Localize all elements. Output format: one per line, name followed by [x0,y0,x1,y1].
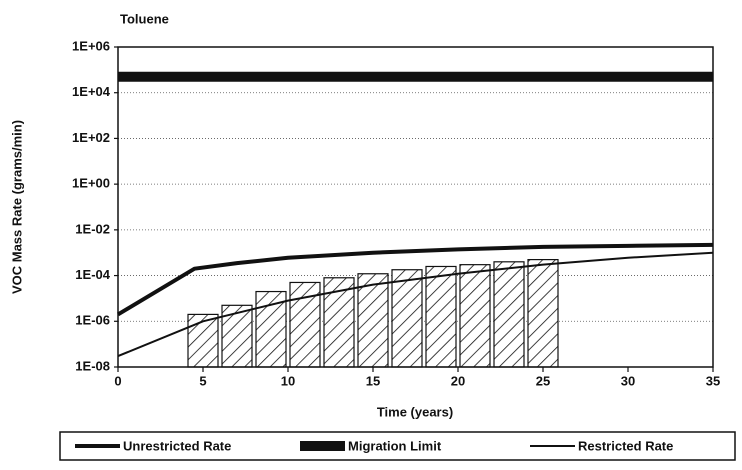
x-tick-label: 35 [706,373,720,388]
bar [357,273,389,368]
x-tick-label: 20 [451,373,465,388]
y-tick-label: 1E-08 [75,358,110,373]
x-tick-label: 5 [199,373,206,388]
bar [425,265,457,368]
chart-title: Toluene [120,11,169,26]
x-tick-label: 10 [281,373,295,388]
y-tick-label: 1E-06 [75,313,110,328]
line-series [117,251,714,358]
line-series [116,242,714,317]
bar [391,269,423,368]
x-tick-label: 15 [366,373,380,388]
y-tick-label: 1E+04 [72,84,111,99]
x-tick-label: 0 [114,373,121,388]
y-tick-label: 1E+06 [72,38,110,53]
legend-box [59,431,736,461]
legend-label: Restricted Rate [578,438,673,453]
x-tick-label: 25 [536,373,550,388]
y-tick-label: 1E+00 [72,176,110,191]
y-tick-label: 1E+02 [72,130,110,145]
bar [459,264,491,368]
bar [527,258,559,368]
y-tick-label: 1E-02 [75,221,110,236]
legend-label: Unrestricted Rate [123,438,231,453]
x-axis-label: Time (years) [377,404,453,419]
y-axis-label: VOC Mass Rate (grams/min) [9,120,24,294]
y-tick-label: 1E-04 [75,267,110,282]
legend-label: Migration Limit [348,438,442,453]
plot-frame [117,46,714,368]
x-tick-label: 30 [621,373,635,388]
bar [493,261,525,368]
